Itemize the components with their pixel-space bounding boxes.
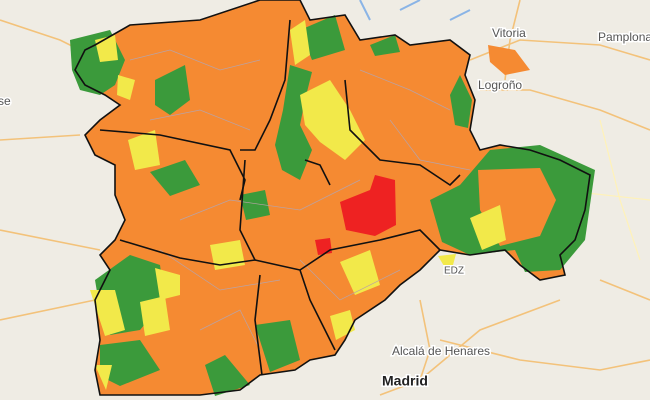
road: [0, 134, 81, 141]
region: [300, 80, 365, 160]
place-label: se: [0, 94, 11, 108]
region: [300, 15, 345, 60]
region: [155, 268, 180, 300]
province-border: [254, 229, 441, 351]
place-label: Vitoria: [492, 26, 526, 40]
region: [450, 75, 472, 128]
region: [315, 238, 332, 255]
road: [599, 119, 641, 261]
region: [340, 250, 380, 295]
region: [438, 254, 456, 276]
region: [470, 205, 506, 250]
region: [150, 160, 200, 196]
region: [95, 365, 112, 390]
region: [140, 296, 170, 336]
province-border: [254, 274, 263, 376]
place-labels: Vitoria Pamplona Logroño Alcalá de Henar…: [0, 25, 650, 391]
region: [255, 320, 300, 372]
road: [480, 89, 650, 131]
region: [155, 65, 190, 115]
regions: [70, 0, 595, 396]
water: [359, 0, 471, 21]
road: [439, 339, 650, 371]
place-label: Madrid: [382, 373, 428, 389]
province-border: [74, 0, 591, 396]
place-label: Logroño: [478, 78, 522, 92]
region: [205, 355, 250, 396]
region: [210, 240, 245, 270]
region: [117, 75, 135, 100]
province-border: [344, 79, 461, 187]
road: [0, 229, 101, 251]
region: [290, 20, 310, 65]
place-label: EDZ: [444, 266, 464, 277]
region: [488, 45, 530, 75]
province-borders: [74, 0, 591, 396]
province-border: [240, 19, 291, 151]
region: [90, 290, 125, 336]
road: [379, 299, 561, 396]
municipal-border: [129, 49, 471, 351]
region: [100, 340, 160, 386]
place-label: Pamplona: [598, 30, 650, 44]
province-border: [119, 159, 257, 266]
road: [599, 279, 650, 301]
region: [128, 130, 160, 170]
region: [340, 175, 396, 236]
municipal-borders: [129, 49, 471, 351]
region: [370, 35, 400, 56]
region: [240, 190, 270, 220]
road: [0, 299, 96, 321]
road: [419, 299, 431, 381]
place-label: Alcalá de Henares: [392, 344, 490, 358]
province-border: [304, 159, 331, 186]
